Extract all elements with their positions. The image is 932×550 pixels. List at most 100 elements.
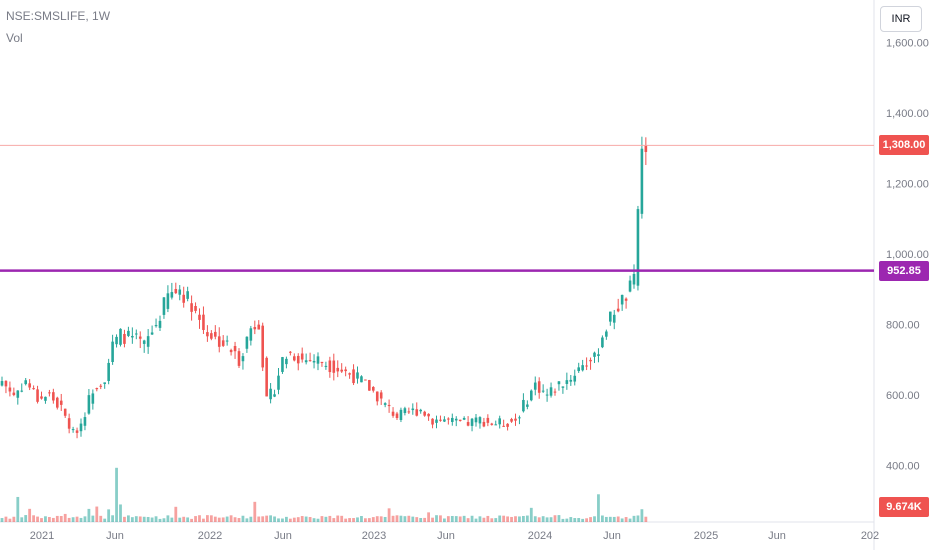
volume-bar	[506, 516, 509, 522]
volume-bar	[360, 516, 363, 522]
volume-bar	[419, 517, 423, 522]
volume-bar	[300, 516, 304, 522]
candle-body	[609, 311, 612, 322]
volume-bar	[115, 467, 118, 522]
volume-bar	[502, 515, 506, 522]
volume-bar	[71, 517, 75, 522]
volume-bar	[95, 506, 99, 522]
volume-bar	[296, 517, 300, 522]
volume-bar	[91, 515, 95, 522]
candle-body	[8, 387, 12, 392]
candle-body	[541, 390, 545, 392]
volume-bar	[24, 515, 28, 522]
time-axis-labels: 2021 Jun 2022 Jun 2023 Jun 2024 Jun 2025 Jun 202	[30, 530, 879, 542]
volume-bar	[581, 518, 585, 522]
time-tick-label: 2025	[694, 530, 718, 542]
volume-bar	[20, 517, 24, 522]
last-price-tag: 1,308.00	[879, 135, 929, 156]
volume-bar	[107, 509, 111, 522]
candle-body	[328, 360, 332, 373]
volume-bar	[604, 516, 608, 522]
candle-body	[111, 341, 114, 362]
volume-bar	[103, 518, 107, 522]
candle-body	[320, 361, 324, 364]
volume-bar	[340, 515, 344, 522]
volume-bar	[403, 516, 407, 522]
volume-bar	[383, 516, 387, 522]
candle-body	[131, 335, 134, 338]
volume-bar	[119, 504, 122, 522]
candle-body	[375, 391, 379, 402]
volume-bar	[249, 516, 253, 522]
candle-body	[640, 148, 644, 214]
volume-value-tag: 9.674K	[879, 497, 929, 517]
candle-body	[482, 421, 486, 427]
candle-body	[336, 367, 340, 372]
volume-bar	[261, 516, 265, 522]
volume-legend: Vol	[6, 31, 23, 45]
candle-body	[4, 380, 8, 387]
volume-bar	[28, 508, 32, 522]
candle-body	[616, 308, 620, 312]
candle-body	[474, 417, 478, 423]
volume-bar	[367, 518, 371, 522]
volume-bar	[549, 517, 553, 522]
candle-body	[285, 358, 288, 365]
price-tick-label: 1,200.00	[886, 178, 929, 190]
volume-bar	[186, 517, 190, 522]
candle-body	[352, 369, 355, 384]
candle-body	[553, 391, 557, 393]
candle-body	[601, 337, 604, 348]
candle-body	[277, 375, 280, 390]
volume-bar	[474, 518, 478, 522]
candle-body	[458, 419, 462, 421]
volume-bar	[67, 517, 71, 522]
volume-bar	[209, 515, 213, 522]
candle-body	[217, 336, 221, 347]
volume-bar	[616, 516, 620, 522]
volume-bar	[194, 516, 197, 522]
volume-bar	[391, 515, 395, 522]
volume-bar	[162, 518, 166, 522]
candle-body	[79, 423, 83, 432]
candle-body	[447, 418, 450, 420]
volume-bar	[4, 516, 8, 522]
candle-body	[186, 291, 189, 299]
volume-bar	[427, 512, 430, 522]
volume-bar	[585, 518, 588, 522]
volume-bar	[514, 516, 517, 522]
candle-body	[95, 388, 99, 390]
volume-bar	[59, 516, 63, 522]
candle-body	[569, 379, 573, 382]
candle-body	[40, 396, 43, 399]
volume-bar	[628, 518, 632, 522]
candle-body	[530, 390, 533, 401]
candle-body	[115, 336, 118, 345]
candle-body	[372, 387, 375, 391]
candle-body	[360, 376, 363, 383]
candle-body	[427, 413, 430, 417]
volume-bar	[423, 517, 427, 522]
price-tick-label: 1,600.00	[886, 37, 929, 49]
volume-bar	[529, 507, 533, 522]
candle-body	[24, 380, 27, 385]
candle-body	[419, 409, 422, 412]
candle-body	[344, 369, 347, 372]
volume-bar	[561, 518, 565, 522]
candle-body	[316, 356, 320, 364]
volume-bar	[245, 518, 249, 522]
currency-button[interactable]: INR	[880, 6, 922, 32]
candle-body	[99, 385, 103, 387]
candle-body	[395, 413, 399, 419]
candle-body	[12, 392, 16, 396]
volume-bar	[454, 516, 458, 522]
volume-bar	[40, 518, 43, 522]
candle-body	[194, 306, 197, 311]
candle-body	[135, 333, 138, 335]
price-axis-labels: 1,600.00 1,400.00 1,200.00 1,000.00 800.00 60…	[886, 37, 929, 472]
volume-bar	[158, 518, 162, 522]
volume-bar	[32, 515, 35, 522]
price-tick-label: 400.00	[886, 461, 920, 473]
candle-body	[364, 379, 367, 381]
